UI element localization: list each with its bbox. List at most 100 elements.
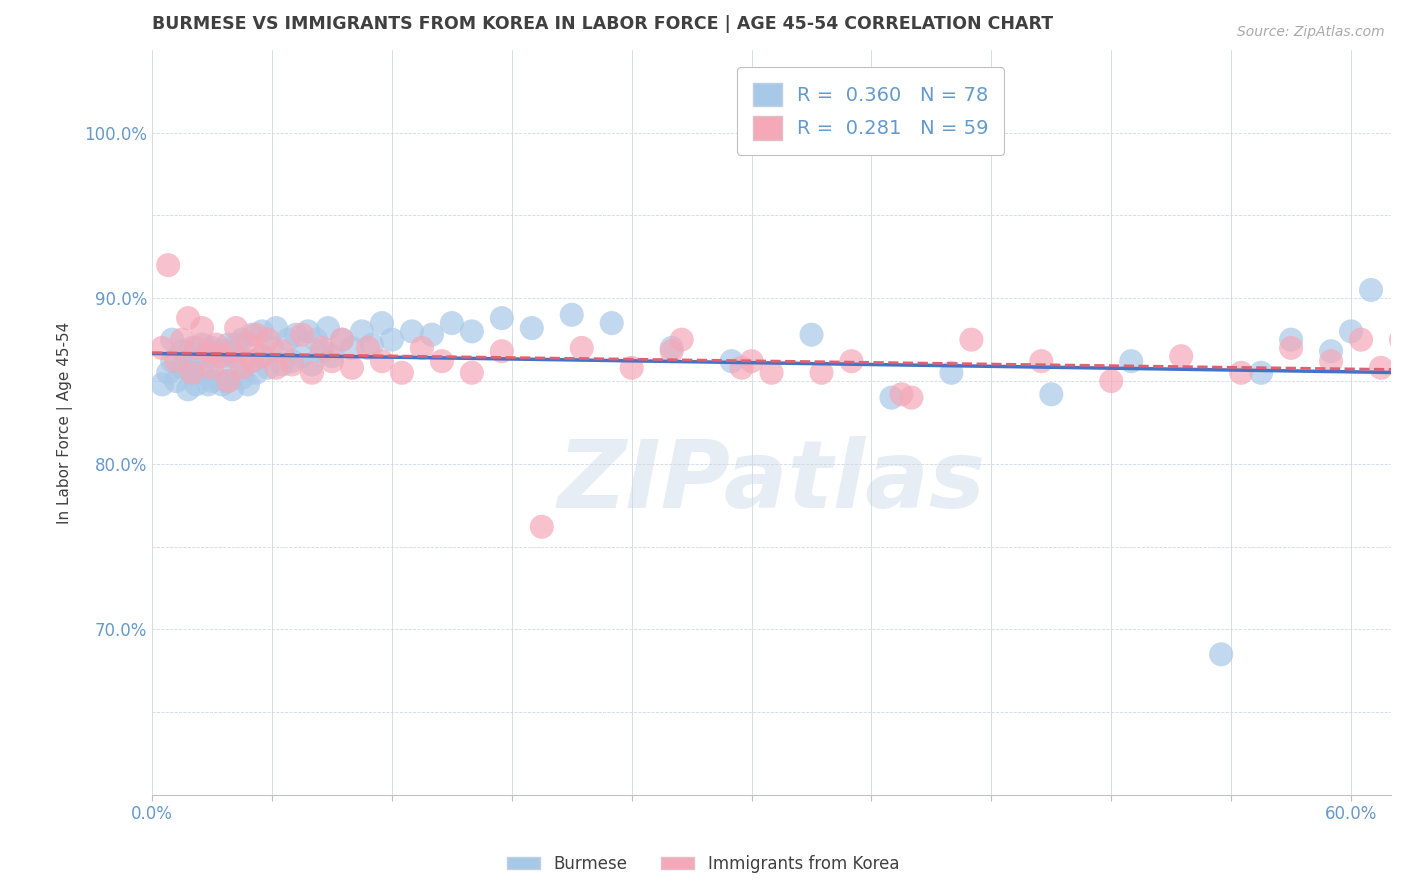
- Point: [357, 341, 380, 355]
- Point: [371, 316, 394, 330]
- Point: [1031, 354, 1053, 368]
- Point: [1320, 354, 1343, 368]
- Point: [221, 344, 243, 359]
- Point: [197, 349, 219, 363]
- Point: [1360, 283, 1382, 297]
- Legend: Burmese, Immigrants from Korea: Burmese, Immigrants from Korea: [501, 848, 905, 880]
- Point: [150, 377, 173, 392]
- Point: [311, 344, 333, 359]
- Point: [1389, 333, 1406, 347]
- Point: [217, 374, 239, 388]
- Point: [1279, 333, 1302, 347]
- Point: [245, 327, 267, 342]
- Point: [191, 321, 214, 335]
- Point: [321, 349, 343, 363]
- Point: [231, 370, 253, 384]
- Point: [411, 341, 433, 355]
- Point: [900, 391, 922, 405]
- Point: [321, 354, 343, 368]
- Point: [264, 321, 287, 335]
- Point: [420, 327, 443, 342]
- Point: [211, 377, 233, 392]
- Point: [245, 366, 267, 380]
- Point: [381, 333, 404, 347]
- Point: [165, 354, 187, 368]
- Point: [1099, 374, 1122, 388]
- Text: Source: ZipAtlas.com: Source: ZipAtlas.com: [1237, 25, 1385, 39]
- Point: [571, 341, 593, 355]
- Point: [561, 308, 583, 322]
- Point: [890, 387, 912, 401]
- Point: [231, 333, 253, 347]
- Point: [240, 354, 263, 368]
- Point: [741, 354, 763, 368]
- Point: [730, 360, 752, 375]
- Point: [285, 327, 308, 342]
- Point: [221, 382, 243, 396]
- Point: [281, 358, 304, 372]
- Point: [211, 349, 233, 363]
- Point: [1369, 360, 1392, 375]
- Point: [841, 354, 863, 368]
- Point: [150, 341, 173, 355]
- Point: [250, 324, 273, 338]
- Point: [430, 354, 453, 368]
- Point: [172, 344, 194, 359]
- Point: [1279, 341, 1302, 355]
- Point: [264, 360, 287, 375]
- Point: [305, 333, 328, 347]
- Point: [316, 321, 339, 335]
- Point: [720, 354, 742, 368]
- Point: [181, 366, 204, 380]
- Point: [177, 311, 200, 326]
- Point: [221, 349, 243, 363]
- Point: [172, 333, 194, 347]
- Point: [661, 341, 683, 355]
- Point: [257, 360, 280, 375]
- Point: [810, 366, 832, 380]
- Point: [1250, 366, 1272, 380]
- Point: [181, 341, 204, 355]
- Point: [491, 344, 513, 359]
- Point: [461, 324, 484, 338]
- Point: [236, 337, 259, 351]
- Point: [600, 316, 623, 330]
- Point: [761, 366, 783, 380]
- Point: [1211, 648, 1233, 662]
- Point: [800, 327, 823, 342]
- Point: [250, 349, 273, 363]
- Point: [211, 344, 233, 359]
- Point: [620, 360, 643, 375]
- Point: [311, 341, 333, 355]
- Point: [1340, 324, 1362, 338]
- Point: [165, 374, 187, 388]
- Point: [225, 321, 247, 335]
- Point: [271, 344, 294, 359]
- Point: [181, 366, 204, 380]
- Point: [671, 333, 693, 347]
- Point: [250, 349, 273, 363]
- Point: [330, 333, 353, 347]
- Point: [301, 366, 323, 380]
- Point: [401, 324, 423, 338]
- Point: [330, 333, 353, 347]
- Point: [661, 344, 683, 359]
- Point: [172, 360, 194, 375]
- Point: [217, 374, 239, 388]
- Point: [217, 337, 239, 351]
- Point: [207, 349, 229, 363]
- Point: [371, 354, 394, 368]
- Text: ZIPatlas: ZIPatlas: [558, 436, 986, 528]
- Point: [1350, 333, 1372, 347]
- Point: [201, 341, 224, 355]
- Point: [491, 311, 513, 326]
- Point: [880, 391, 903, 405]
- Point: [177, 382, 200, 396]
- Point: [1320, 344, 1343, 359]
- Point: [340, 341, 363, 355]
- Point: [361, 337, 384, 351]
- Point: [960, 333, 983, 347]
- Point: [197, 377, 219, 392]
- Legend: R =  0.360   N = 78, R =  0.281   N = 59: R = 0.360 N = 78, R = 0.281 N = 59: [737, 67, 1004, 155]
- Point: [291, 349, 314, 363]
